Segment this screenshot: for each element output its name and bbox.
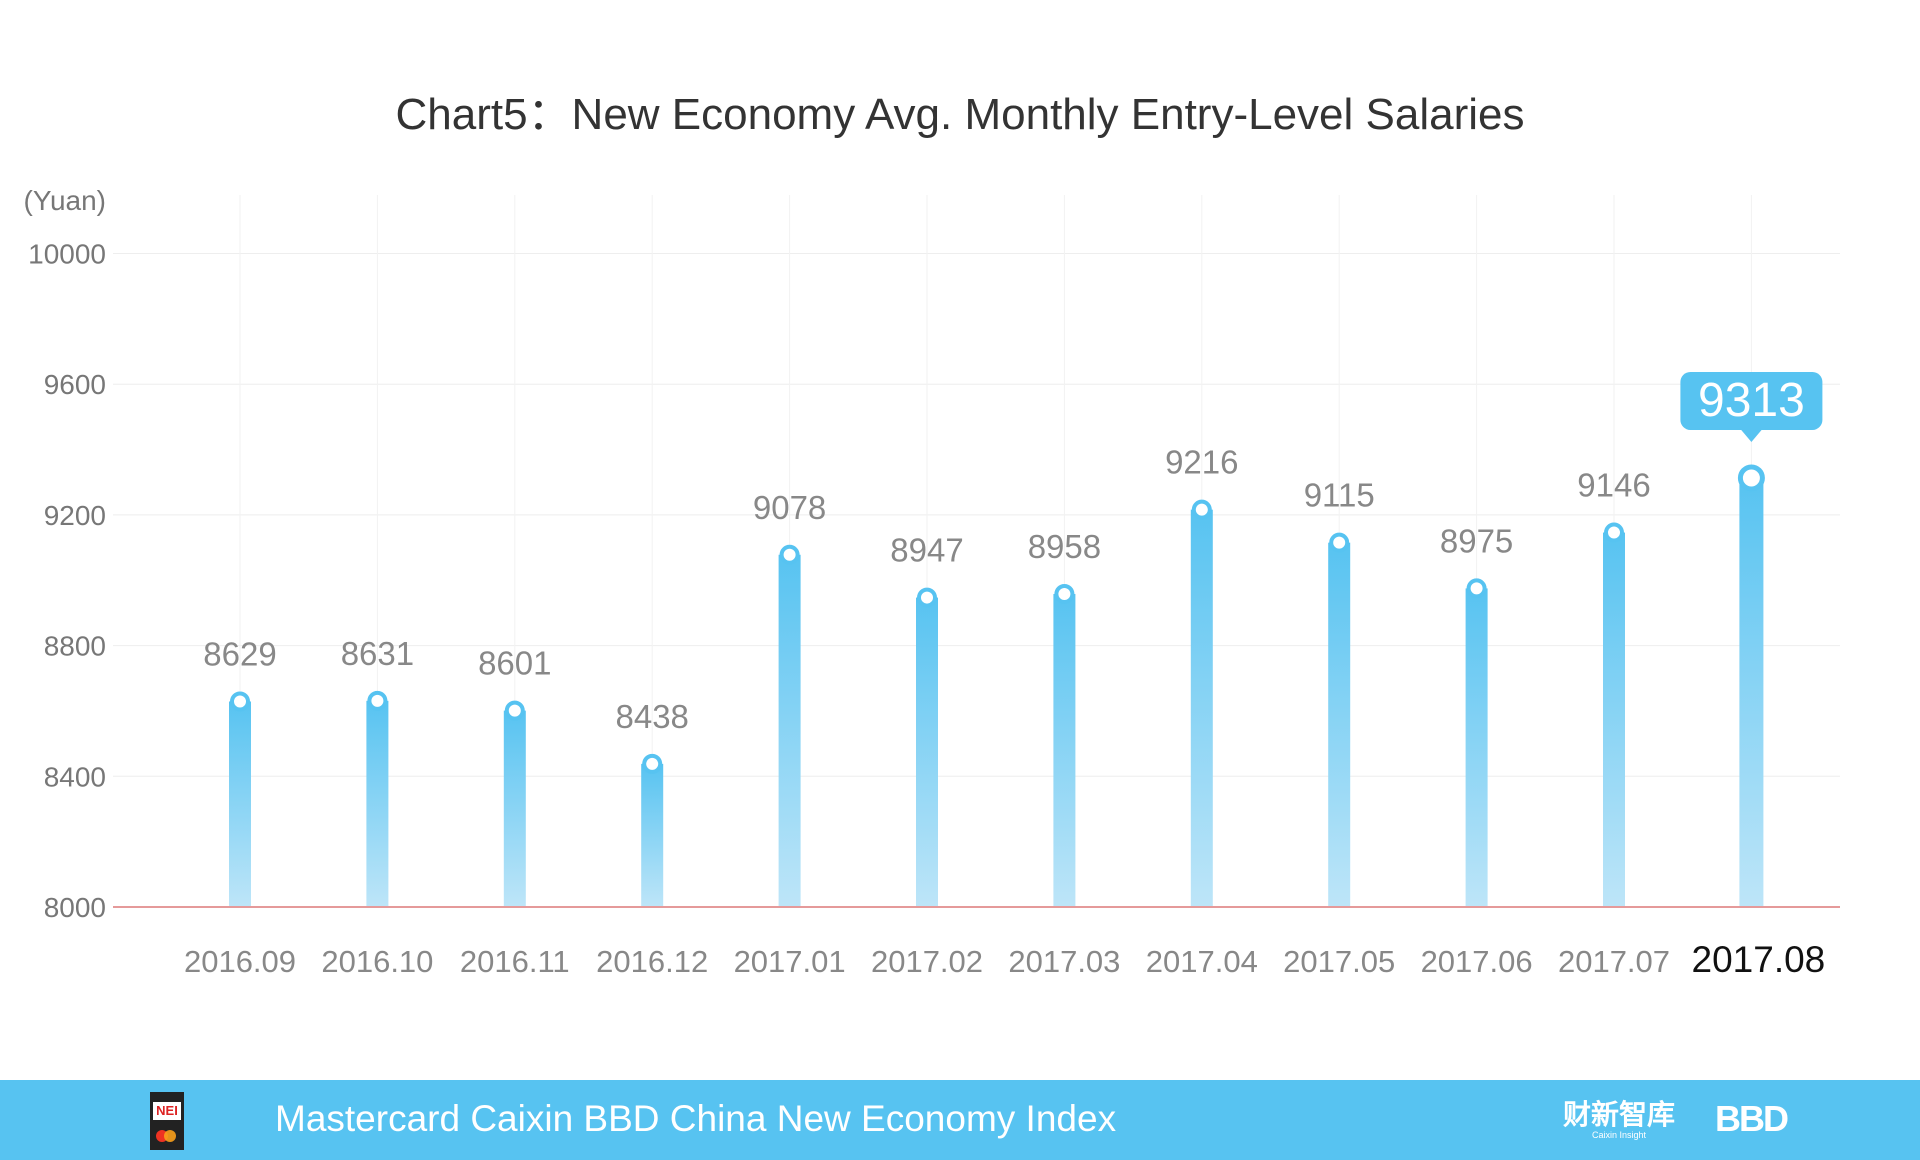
y-tick-label: 8000 [44,892,106,923]
bar [229,701,251,906]
bar [1603,532,1625,906]
data-point-marker [1054,583,1075,604]
data-point-marker [917,587,937,608]
x-tick-label: 2017.07 [1558,944,1670,979]
x-tick-label: 2016.11 [460,944,570,979]
y-axis-label: (Yuan) [24,185,107,216]
bar [366,700,389,906]
y-tick-label: 8800 [44,631,106,662]
data-point-marker [230,691,250,712]
bar [1739,477,1764,906]
data-label: 8947 [890,532,963,569]
data-label: 9146 [1577,467,1650,504]
footer-bar: NEI Mastercard Caixin BBD China New Econ… [0,1080,1920,1160]
bar [778,554,801,906]
footer-text: Mastercard Caixin BBD China New Economy … [275,1098,1117,1139]
data-label: 8438 [615,698,688,735]
x-tick-label: 2016.12 [596,944,708,979]
x-tick-label: 2017.02 [871,944,983,979]
caixin-insight-logo: 财新智库 Caixin Insight [1563,1099,1676,1141]
bar [1328,542,1351,906]
data-point-marker [1737,464,1765,492]
bbd-logo: BBD [1715,1098,1789,1139]
x-tick-label: 2017.04 [1146,944,1258,979]
data-point-marker [642,753,663,774]
data-label: 9115 [1304,477,1375,514]
bar [1053,593,1076,906]
data-point-marker [367,690,388,711]
data-point-marker [1604,522,1624,543]
data-point-marker [779,544,800,565]
chart-title: Chart5：New Economy Avg. Monthly Entry-Le… [395,90,1525,139]
x-tick-label: 2017.05 [1283,944,1395,979]
data-label: 8631 [341,635,414,672]
bar [1190,509,1213,906]
x-tick-label: 2016.09 [184,944,296,979]
data-label: 8975 [1440,522,1513,559]
data-label-highlight: 9313 [1698,374,1805,427]
highlight-label-pointer [1740,428,1763,442]
data-point-marker [1329,532,1350,553]
y-tick-label: 9600 [44,369,106,400]
data-label: 8629 [203,635,276,672]
data-point-marker [504,700,525,721]
data-label: 8601 [478,645,551,682]
nei-logo: NEI [150,1092,184,1150]
x-tick-label: 2017.08 [1692,939,1826,980]
data-label: 9216 [1165,444,1238,481]
data-point-marker [1191,499,1212,520]
data-point-marker [1466,578,1487,599]
chart-plot: (Yuan) 8000 8400 8800 9200 9600 10000 2016.09 2… [24,185,1840,980]
bar [916,597,938,906]
x-tick-label: 2017.06 [1421,944,1533,979]
x-tick-label: 2017.03 [1008,944,1120,979]
y-tick-label: 8400 [44,761,106,792]
x-tick-label: 2016.10 [321,944,433,979]
y-tick-label: 10000 [28,239,106,270]
data-label: 9078 [753,489,826,526]
highlight-label-bubble [1680,371,1823,430]
y-tick-label: 9200 [44,500,106,531]
bar [1465,588,1488,906]
data-label: 8958 [1028,528,1101,565]
x-tick-label: 2017.01 [734,944,846,979]
bar [503,710,526,906]
bar [641,763,664,906]
